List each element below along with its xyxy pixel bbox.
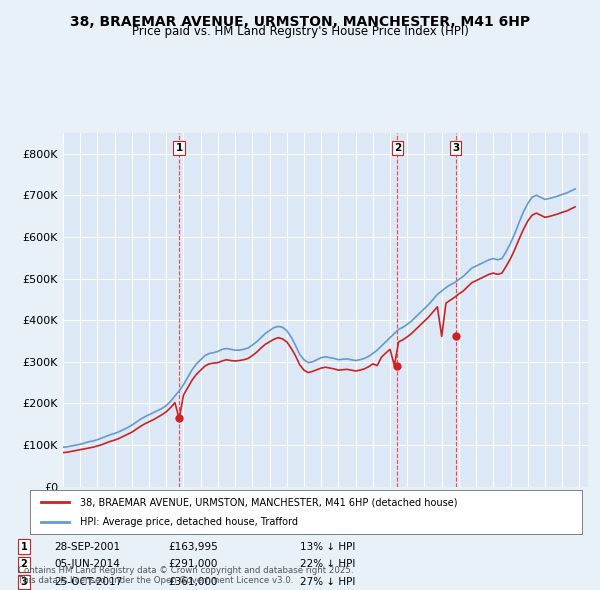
Text: £163,995: £163,995 bbox=[168, 542, 218, 552]
Text: 13% ↓ HPI: 13% ↓ HPI bbox=[300, 542, 355, 552]
Text: 2: 2 bbox=[394, 143, 401, 153]
Text: HPI: Average price, detached house, Trafford: HPI: Average price, detached house, Traf… bbox=[80, 517, 298, 526]
Text: £361,000: £361,000 bbox=[168, 577, 217, 587]
Text: Contains HM Land Registry data © Crown copyright and database right 2025.
This d: Contains HM Land Registry data © Crown c… bbox=[18, 566, 353, 585]
Text: 38, BRAEMAR AVENUE, URMSTON, MANCHESTER, M41 6HP (detached house): 38, BRAEMAR AVENUE, URMSTON, MANCHESTER,… bbox=[80, 497, 457, 507]
Text: 1: 1 bbox=[20, 542, 28, 552]
Text: 3: 3 bbox=[452, 143, 459, 153]
Text: 1: 1 bbox=[176, 143, 183, 153]
Text: 22% ↓ HPI: 22% ↓ HPI bbox=[300, 559, 355, 569]
Text: 27% ↓ HPI: 27% ↓ HPI bbox=[300, 577, 355, 587]
Text: 38, BRAEMAR AVENUE, URMSTON, MANCHESTER, M41 6HP: 38, BRAEMAR AVENUE, URMSTON, MANCHESTER,… bbox=[70, 15, 530, 29]
Text: Price paid vs. HM Land Registry's House Price Index (HPI): Price paid vs. HM Land Registry's House … bbox=[131, 25, 469, 38]
Text: 3: 3 bbox=[20, 577, 28, 587]
Text: 25-OCT-2017: 25-OCT-2017 bbox=[54, 577, 122, 587]
Text: 05-JUN-2014: 05-JUN-2014 bbox=[54, 559, 120, 569]
Text: 2: 2 bbox=[20, 559, 28, 569]
Text: £291,000: £291,000 bbox=[168, 559, 217, 569]
Text: 28-SEP-2001: 28-SEP-2001 bbox=[54, 542, 120, 552]
